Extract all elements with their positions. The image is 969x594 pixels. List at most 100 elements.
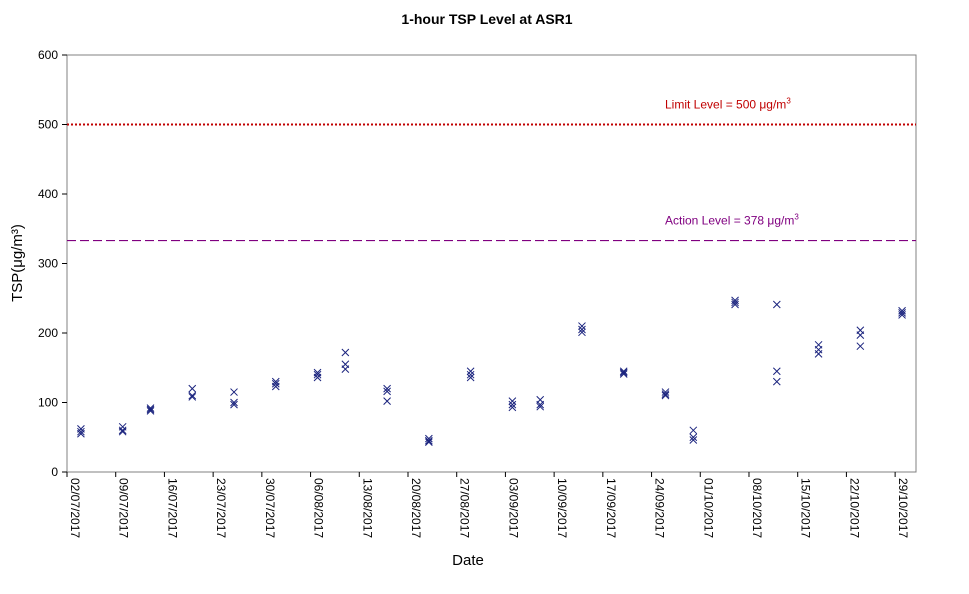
data-point-stroke [772,367,781,376]
data-point-stroke [536,402,545,411]
data-point [77,429,85,438]
chart-title: 1-hour TSP Level at ASR1 [401,11,572,27]
data-point-stroke [619,370,628,378]
data-point-stroke [77,429,85,438]
x-tick-label: 03/09/2017 [506,478,520,538]
data-point-stroke [772,300,781,309]
x-tick-label: 30/07/2017 [263,478,277,538]
data-point-stroke [731,298,739,307]
data-point [230,400,238,409]
data-point [466,370,475,379]
data-point-stroke [814,349,823,358]
data-point [898,311,906,319]
limit-level-label: Limit Level = 500 μg/m3 [665,97,791,112]
data-point-stroke [188,384,197,393]
x-tick-label: 01/10/2017 [701,478,715,538]
data-point-stroke [425,436,433,445]
data-point-stroke [230,388,238,396]
data-point [383,384,391,393]
data-point-stroke [188,391,197,400]
plot-area [66,54,917,473]
x-tick-label: 06/08/2017 [312,478,326,538]
y-tick-label: 500 [38,118,58,132]
action-level-label: Action Level = 378 μg/m3 [665,213,799,228]
data-point-stroke [508,403,517,412]
data-point-stroke [619,367,628,376]
data-point-stroke [536,400,545,409]
data-point [536,402,545,411]
data-point [118,427,127,436]
x-tick-label: 16/07/2017 [165,478,179,538]
data-point-stroke [856,331,865,339]
data-point [772,367,781,376]
x-tick-label: 10/09/2017 [555,478,569,538]
data-point-stroke [856,342,865,351]
data-point-stroke [689,433,698,442]
data-point [689,433,698,442]
data-point [689,436,698,444]
data-point [341,365,350,373]
data-point [661,391,670,400]
data-point-stroke [425,438,433,446]
data-point [271,379,280,388]
x-tick-label: 15/10/2017 [799,478,813,538]
data-point [188,391,197,400]
y-tick-label: 300 [38,257,58,271]
x-tick-label: 08/10/2017 [750,478,764,538]
data-point-stroke [341,348,350,357]
data-point [425,436,433,445]
data-point-stroke [508,400,517,409]
data-point [383,397,391,405]
data-point [146,406,155,415]
action-level-unit-superscript: 3 [794,213,799,222]
data-point-stroke [731,300,739,309]
data-point-stroke [578,328,586,337]
data-point-stroke [466,370,475,379]
x-tick-label: 13/08/2017 [360,478,374,538]
data-point-stroke [146,406,155,415]
data-point-stroke [146,404,155,412]
data-point [466,373,475,382]
x-tick-label: 27/08/2017 [458,478,472,538]
data-point-stroke [230,398,238,407]
data-point [230,388,238,396]
data-point-stroke [619,368,628,377]
data-point [425,438,433,446]
data-point-stroke [383,387,391,396]
x-tick-label: 23/07/2017 [214,478,228,538]
data-point-stroke [77,427,85,436]
data-point [146,405,155,414]
y-axis-title: TSP(μg/m³) [9,224,26,302]
data-point [118,426,127,435]
data-point [313,373,322,382]
data-point [578,328,586,337]
limit-level-text: Limit Level = 500 μg/m [665,98,786,112]
data-point-stroke [661,391,670,400]
data-point-stroke [466,367,475,376]
data-point [383,387,391,396]
data-point [578,322,586,330]
data-point [661,390,670,399]
x-tick-label: 20/08/2017 [409,478,423,538]
data-point-stroke [578,322,586,330]
data-point [508,403,517,412]
x-tick-label: 24/09/2017 [653,478,667,538]
data-point-stroke [313,370,322,379]
data-point-stroke [383,397,391,405]
data-point [230,398,238,407]
y-tick-label: 400 [38,187,58,201]
data-point [536,400,545,409]
data-points [77,296,906,446]
data-point-stroke [341,365,350,373]
data-point-stroke [689,436,698,444]
data-point-stroke [313,373,322,382]
y-tick-label: 0 [51,465,58,479]
data-point [619,370,628,378]
x-tick-label: 17/09/2017 [604,478,618,538]
data-point [313,370,322,379]
data-point [146,404,155,412]
data-point-stroke [466,373,475,382]
data-point [341,348,350,357]
data-point [731,300,739,309]
